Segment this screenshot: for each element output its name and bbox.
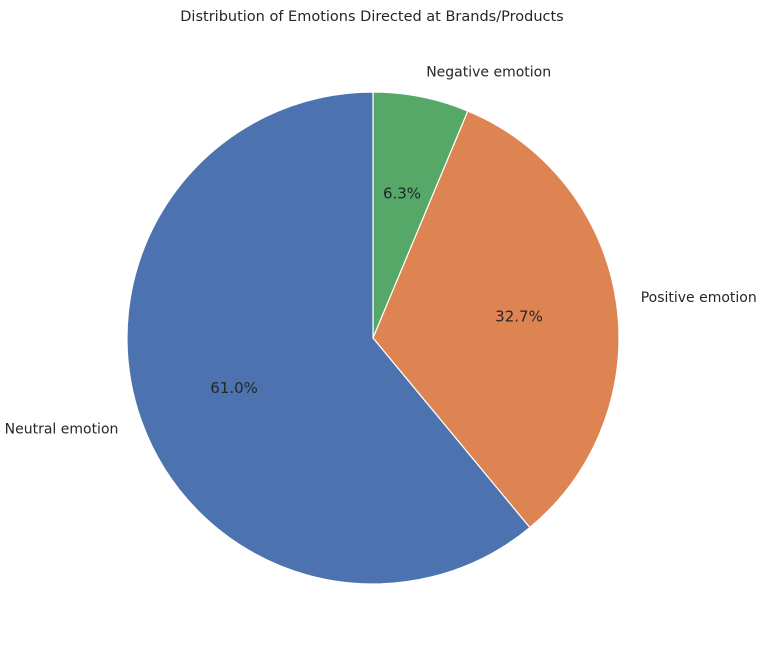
pie-wedges: [126, 91, 620, 585]
chart-title: Distribution of Emotions Directed at Bra…: [180, 9, 563, 25]
slice-label-positive-emotion: Positive emotion: [641, 290, 757, 306]
slice-labels: Negative emotion Positive emotion Neutral …: [5, 65, 757, 438]
slice-percent-labels: 6.3% 32.7% 61.0%: [210, 184, 543, 397]
pie-slice-neutral-emotion: [126, 91, 531, 585]
slice-percent-neutral-emotion: 61.0%: [210, 379, 258, 397]
slice-label-neutral-emotion: Neutral emotion: [5, 422, 119, 438]
slice-label-negative-emotion: Negative emotion: [426, 65, 551, 81]
slice-percent-positive-emotion: 32.7%: [495, 307, 543, 325]
pie-slice-positive-emotion: [372, 110, 620, 529]
slice-percent-negative-emotion: 6.3%: [383, 184, 421, 202]
